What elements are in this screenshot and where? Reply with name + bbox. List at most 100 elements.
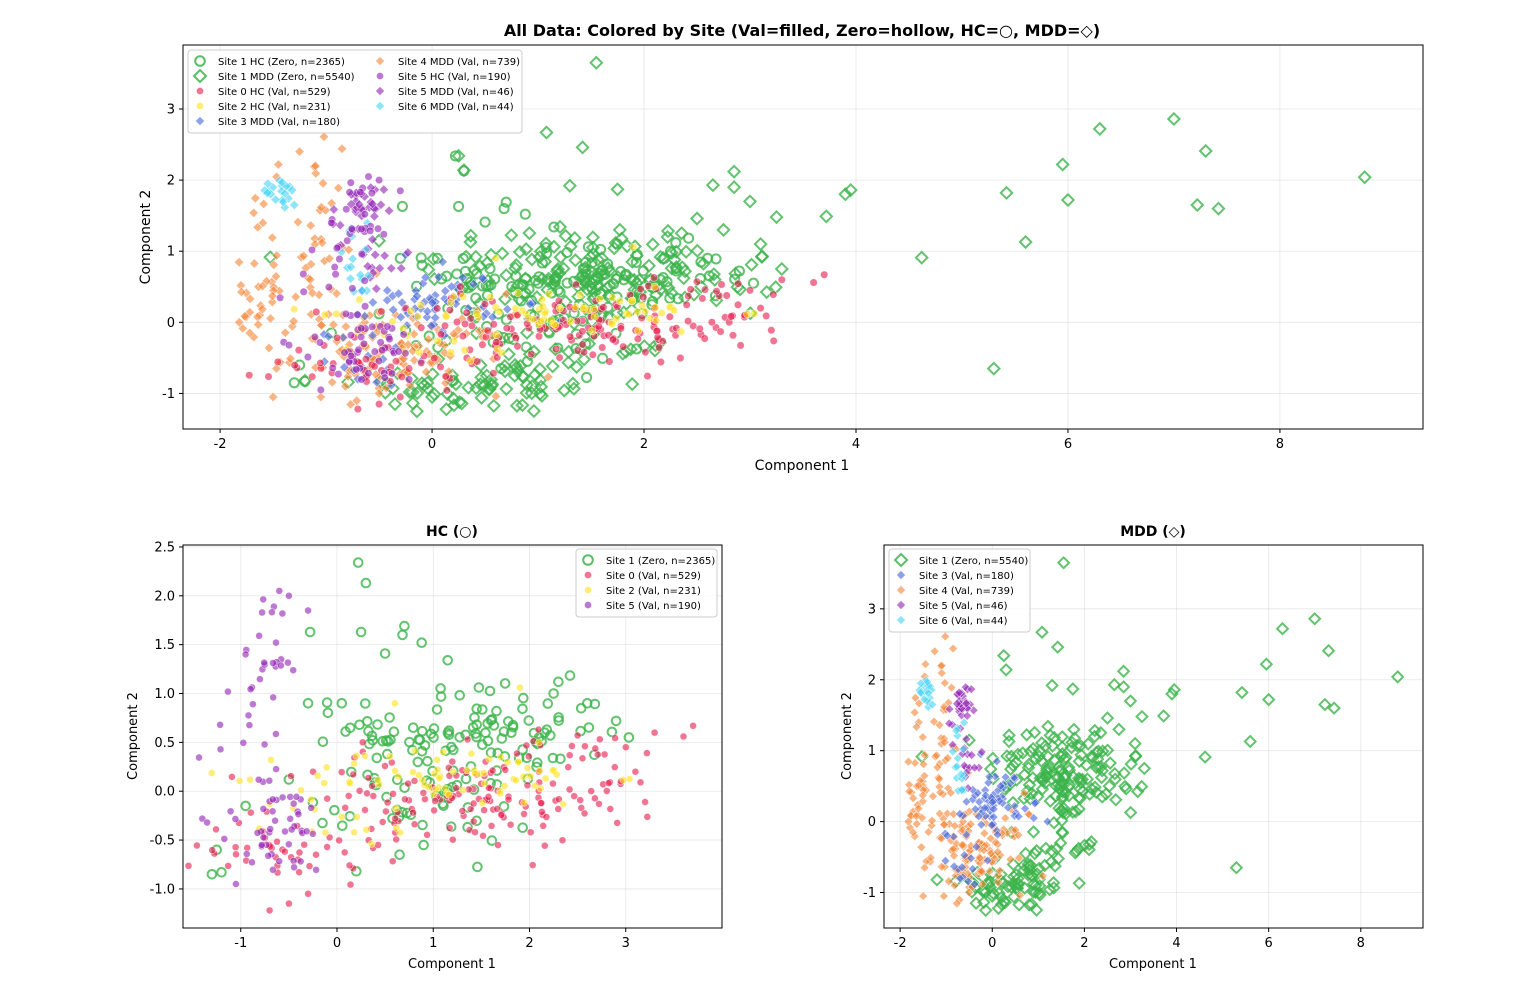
data-point (488, 720, 500, 731)
data-point (397, 629, 408, 641)
data-point (636, 284, 645, 294)
data-point (959, 717, 969, 728)
data-point (258, 198, 269, 210)
data-point (312, 850, 320, 859)
data-point (445, 824, 454, 832)
data-point (412, 756, 424, 768)
data-point (1211, 201, 1226, 216)
data-point (992, 756, 1002, 767)
data-point (431, 797, 439, 805)
legend-item: Site 2 HC (Val, n=231) (196, 102, 331, 113)
data-point (686, 285, 695, 294)
data-point (1128, 736, 1142, 751)
data-point (1057, 777, 1071, 792)
data-point (246, 685, 255, 694)
data-point (1100, 711, 1115, 725)
data-point (357, 324, 366, 333)
data-point (448, 376, 464, 392)
data-point (433, 271, 444, 283)
data-point (999, 663, 1013, 677)
data-point (914, 698, 924, 709)
data-point (1024, 897, 1039, 912)
data-point (923, 827, 934, 837)
data-point (633, 307, 642, 316)
data-point (376, 338, 385, 347)
data-point (253, 828, 262, 837)
data-point (1059, 768, 1073, 783)
data-point (1357, 170, 1372, 185)
data-point (578, 327, 587, 336)
data-point (976, 866, 987, 877)
data-point (371, 377, 382, 388)
data-point (1037, 871, 1048, 881)
data-point (553, 712, 564, 723)
data-point (607, 278, 620, 290)
data-point (652, 316, 661, 325)
data-point (284, 840, 293, 849)
data-point (340, 348, 349, 357)
data-point (501, 766, 510, 774)
data-point (970, 804, 981, 814)
data-point (423, 830, 431, 839)
data-point (589, 55, 604, 70)
data-point (1025, 786, 1039, 801)
data-point (532, 277, 544, 289)
data-point (379, 250, 390, 261)
data-point (533, 379, 549, 394)
data-point (277, 177, 288, 188)
legend-item: Site 3 MDD (Val, n=180) (195, 116, 340, 128)
data-point (353, 310, 362, 319)
data-point (561, 246, 573, 259)
data-point (378, 184, 389, 195)
data-point (504, 795, 513, 804)
x-tick-label: 8 (1357, 936, 1365, 951)
data-point (1073, 791, 1087, 806)
data-point (684, 317, 693, 326)
data-point (269, 693, 278, 702)
data-point (567, 230, 582, 246)
data-point (458, 292, 467, 301)
data-point (1003, 762, 1018, 777)
data-point (425, 728, 437, 740)
data-point (683, 232, 695, 244)
data-point (955, 873, 965, 884)
data-point (664, 292, 676, 304)
data-point (502, 324, 511, 333)
data-point (676, 271, 691, 286)
data-point (962, 711, 973, 721)
data-point (494, 841, 502, 849)
data-point (232, 850, 240, 859)
data-point (317, 736, 329, 748)
data-point (975, 853, 985, 863)
data-point (919, 750, 930, 760)
data-point (1055, 157, 1070, 172)
data-point (299, 269, 308, 279)
data-point (1002, 728, 1016, 743)
data-point (359, 339, 368, 348)
data-point (929, 716, 939, 727)
data-point (952, 761, 962, 772)
data-point (625, 775, 634, 783)
data-point (383, 798, 392, 807)
data-point (1005, 778, 1016, 789)
data-point (367, 330, 378, 341)
data-point (623, 732, 635, 743)
y-tick-label: -1 (863, 886, 876, 901)
data-point (984, 771, 995, 782)
data-point (535, 738, 543, 747)
data-point (522, 741, 531, 750)
data-point (312, 307, 321, 316)
data-point (470, 728, 482, 739)
data-point (918, 790, 928, 801)
data-point (722, 291, 731, 300)
data-point (1071, 841, 1086, 856)
data-point (528, 861, 537, 869)
data-point (1066, 769, 1080, 784)
data-point (368, 782, 376, 790)
data-point (422, 755, 433, 767)
data-point (552, 219, 568, 235)
data-point (753, 236, 768, 252)
data-point (734, 279, 743, 288)
data-point (717, 280, 726, 289)
legend-marker (375, 86, 385, 96)
